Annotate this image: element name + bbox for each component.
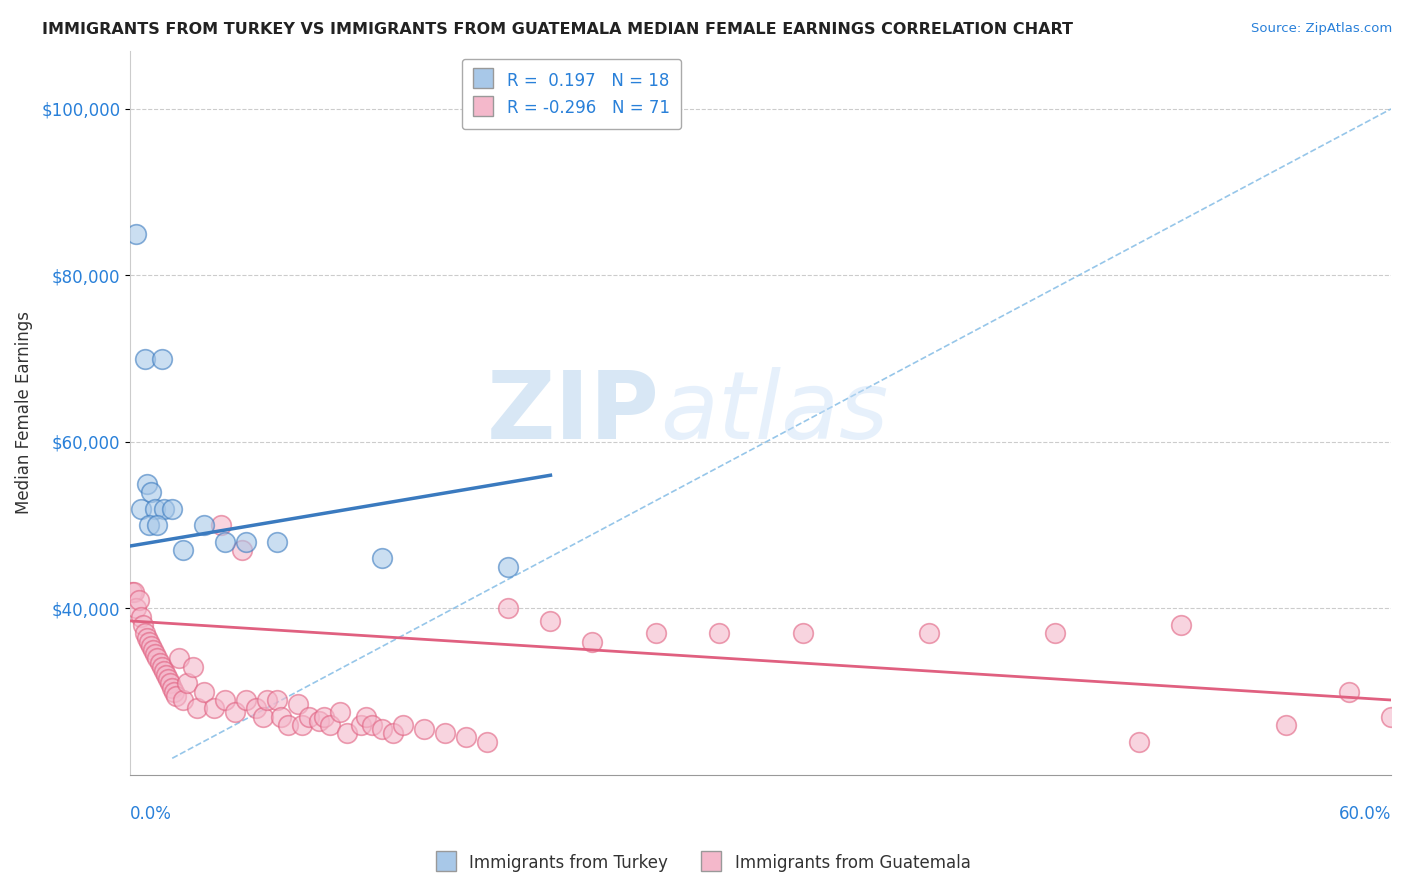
Point: [308, 714, 330, 728]
Point: [136, 476, 159, 491]
Point: [277, 718, 299, 732]
Point: [146, 651, 169, 665]
Point: [434, 726, 457, 740]
Legend: R =  0.197   N = 18, R = -0.296   N = 71: R = 0.197 N = 18, R = -0.296 N = 71: [461, 59, 682, 129]
Point: [167, 651, 190, 665]
Point: [149, 656, 172, 670]
Y-axis label: Median Female Earnings: Median Female Earnings: [15, 311, 32, 515]
Text: ZIP: ZIP: [486, 367, 659, 458]
Point: [540, 614, 562, 628]
Point: [1043, 626, 1066, 640]
Point: [142, 643, 165, 657]
Point: [129, 609, 152, 624]
Point: [498, 559, 520, 574]
Point: [235, 534, 257, 549]
Point: [134, 351, 156, 366]
Point: [193, 684, 215, 698]
Point: [224, 706, 246, 720]
Point: [1379, 709, 1402, 723]
Point: [193, 518, 215, 533]
Point: [245, 701, 267, 715]
Point: [160, 681, 183, 695]
Point: [252, 709, 274, 723]
Point: [235, 693, 257, 707]
Point: [360, 718, 382, 732]
Point: [371, 551, 394, 566]
Point: [153, 501, 176, 516]
Point: [160, 501, 183, 516]
Point: [256, 693, 278, 707]
Point: [392, 718, 415, 732]
Point: [498, 601, 520, 615]
Point: [1170, 618, 1192, 632]
Point: [150, 351, 173, 366]
Point: [477, 734, 499, 748]
Point: [138, 634, 160, 648]
Point: [202, 701, 225, 715]
Point: [121, 584, 143, 599]
Point: [159, 676, 181, 690]
Point: [138, 518, 160, 533]
Point: [129, 501, 152, 516]
Point: [644, 626, 666, 640]
Point: [1275, 718, 1298, 732]
Point: [209, 518, 232, 533]
Point: [581, 634, 603, 648]
Point: [146, 518, 169, 533]
Point: [156, 672, 179, 686]
Point: [231, 543, 253, 558]
Point: [329, 706, 352, 720]
Point: [266, 693, 288, 707]
Point: [163, 684, 186, 698]
Point: [172, 543, 194, 558]
Point: [1128, 734, 1150, 748]
Point: [136, 631, 159, 645]
Text: 0.0%: 0.0%: [131, 805, 172, 823]
Point: [214, 534, 236, 549]
Point: [134, 626, 156, 640]
Point: [270, 709, 292, 723]
Point: [291, 718, 314, 732]
Point: [141, 484, 163, 499]
Point: [266, 534, 288, 549]
Point: [124, 584, 146, 599]
Point: [153, 664, 176, 678]
Point: [128, 593, 150, 607]
Text: 60.0%: 60.0%: [1339, 805, 1391, 823]
Point: [172, 693, 194, 707]
Point: [336, 726, 359, 740]
Point: [354, 709, 377, 723]
Point: [381, 726, 404, 740]
Point: [371, 722, 394, 736]
Point: [132, 618, 155, 632]
Point: [1337, 684, 1360, 698]
Point: [707, 626, 730, 640]
Point: [214, 693, 236, 707]
Point: [312, 709, 335, 723]
Point: [150, 659, 173, 673]
Point: [141, 639, 163, 653]
Point: [145, 501, 167, 516]
Point: [350, 718, 373, 732]
Point: [287, 697, 309, 711]
Point: [155, 668, 177, 682]
Point: [165, 689, 187, 703]
Point: [145, 647, 167, 661]
Legend: Immigrants from Turkey, Immigrants from Guatemala: Immigrants from Turkey, Immigrants from …: [429, 847, 977, 880]
Point: [918, 626, 941, 640]
Point: [456, 731, 478, 745]
Text: atlas: atlas: [659, 368, 889, 458]
Text: Source: ZipAtlas.com: Source: ZipAtlas.com: [1251, 22, 1392, 36]
Point: [298, 709, 321, 723]
Point: [181, 659, 204, 673]
Point: [176, 676, 198, 690]
Point: [792, 626, 814, 640]
Point: [319, 718, 342, 732]
Point: [125, 601, 148, 615]
Point: [125, 227, 148, 241]
Text: IMMIGRANTS FROM TURKEY VS IMMIGRANTS FROM GUATEMALA MEDIAN FEMALE EARNINGS CORRE: IMMIGRANTS FROM TURKEY VS IMMIGRANTS FRO…: [42, 22, 1073, 37]
Point: [186, 701, 208, 715]
Point: [413, 722, 436, 736]
